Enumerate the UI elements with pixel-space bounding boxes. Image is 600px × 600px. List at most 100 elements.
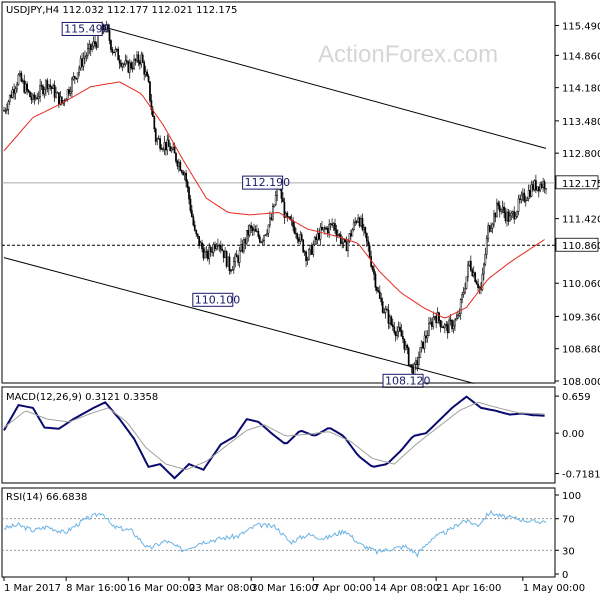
candle-body — [403, 338, 406, 350]
rsi-axis: 100 70 30 0 — [555, 491, 581, 581]
candle-body — [445, 324, 448, 326]
candle-body — [358, 217, 361, 227]
candle-body — [374, 273, 377, 288]
candle-body — [266, 232, 268, 236]
candle-body — [169, 146, 172, 152]
price-tick-label: 112.175 — [562, 179, 600, 190]
candle-body — [324, 227, 326, 230]
candle-body — [60, 96, 63, 104]
candle-body — [305, 251, 307, 261]
macd-tick-label: -0.7181 — [562, 470, 600, 481]
candle-body — [299, 234, 302, 242]
candle-body — [84, 56, 86, 59]
candle-body — [149, 81, 151, 101]
candle-body — [72, 76, 75, 80]
candle-body — [26, 83, 28, 91]
candle-body — [228, 256, 231, 271]
moving-average-line — [3, 81, 545, 319]
candle-body — [133, 58, 135, 69]
candle-body — [435, 316, 438, 324]
candle-body — [232, 261, 235, 270]
candle-body — [170, 148, 173, 152]
candle-body — [478, 286, 481, 289]
candle-body — [365, 232, 368, 242]
candle-body — [222, 250, 225, 258]
candle-body — [112, 51, 115, 54]
candle-body — [127, 61, 130, 73]
candle-body — [104, 28, 107, 31]
candle-body — [400, 330, 403, 337]
candle-body — [160, 148, 163, 150]
candle-body — [56, 92, 59, 94]
candle-body — [469, 260, 472, 271]
candle-body — [256, 230, 258, 233]
candle-body — [36, 97, 39, 99]
candle-body — [221, 248, 224, 251]
candle-body — [240, 243, 242, 251]
candle-body — [7, 101, 10, 110]
time-tick-label: 23 Mar 08:00 — [189, 583, 256, 594]
candle-body — [137, 54, 140, 63]
candle-body — [282, 198, 284, 203]
candle-body — [286, 212, 289, 218]
price-tick-label: 114.180 — [562, 84, 600, 95]
candle-body — [153, 116, 156, 130]
candle-body — [315, 236, 318, 240]
main-plot-area — [2, 20, 555, 387]
candle-body — [201, 242, 203, 249]
candle-body — [264, 234, 267, 236]
candle-body — [452, 325, 455, 330]
candle-body — [144, 71, 147, 75]
candle-body — [454, 319, 456, 327]
candle-body — [387, 309, 390, 324]
main-panel: USDJPY,H4 112.032 112.177 112.021 112.17… — [1, 1, 600, 388]
candle-body — [254, 229, 257, 232]
candle-body — [536, 186, 539, 191]
candle-body — [420, 341, 423, 348]
candle-body — [192, 216, 195, 226]
time-tick-label: 21 Apr 16:00 — [436, 583, 501, 594]
price-tick-label: 111.420 — [562, 215, 600, 226]
candle-body — [326, 227, 329, 234]
candle-body — [459, 299, 462, 314]
candle-body — [464, 288, 466, 293]
candle-body — [267, 224, 270, 234]
candle-body — [341, 242, 344, 244]
candle-body — [235, 254, 238, 258]
candle-body — [519, 198, 521, 200]
candle-body — [189, 198, 192, 211]
candle-body — [49, 84, 52, 88]
candle-body — [380, 298, 383, 302]
candle-body — [198, 236, 200, 246]
candle-body — [219, 245, 222, 250]
candle-body — [172, 146, 174, 150]
candle-body — [205, 251, 208, 253]
time-tick-label: 8 Mar 16:00 — [66, 583, 126, 594]
annotation-label: 112.190 — [245, 176, 291, 189]
candle-body — [218, 244, 221, 247]
candle-body — [156, 138, 159, 142]
candle-body — [81, 58, 83, 67]
channel-upper-line — [105, 26, 547, 149]
candle-body — [514, 216, 517, 220]
price-tick-label: 110.860 — [562, 241, 600, 252]
candle-body — [123, 63, 125, 66]
candle-body — [309, 245, 312, 250]
candle-body — [45, 80, 47, 90]
candle-body — [484, 253, 487, 265]
candle-body — [527, 190, 530, 199]
candle-body — [76, 72, 79, 80]
candle-body — [311, 245, 313, 255]
candle-body — [350, 233, 352, 237]
candle-body — [195, 229, 198, 235]
candle-body — [342, 239, 345, 243]
candle-body — [269, 217, 271, 226]
candle-body — [438, 312, 440, 321]
candle-body — [143, 62, 146, 75]
candle-body — [467, 264, 469, 278]
candle-body — [50, 86, 53, 90]
price-tick-label: 112.800 — [562, 149, 600, 160]
candle-body — [462, 292, 465, 295]
rsi-header: RSI(14) 66.6838 — [6, 492, 87, 503]
candle-body — [394, 332, 397, 337]
